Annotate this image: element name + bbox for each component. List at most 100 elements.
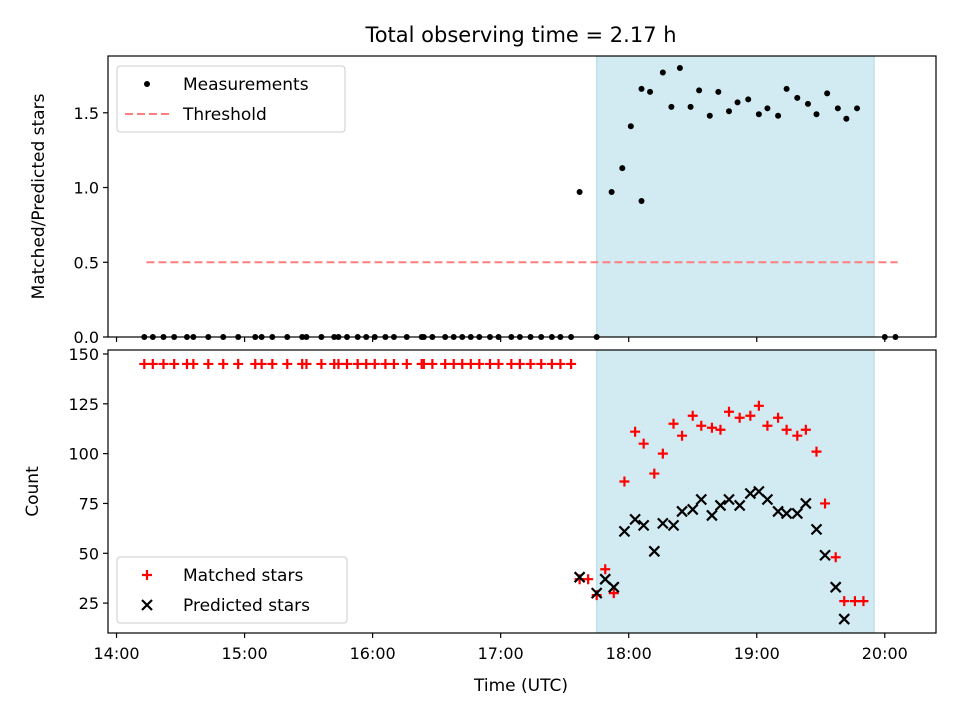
matched-star-point xyxy=(649,468,660,479)
measurement-point xyxy=(813,111,820,118)
measurement-point xyxy=(608,189,615,196)
observing-window-shade xyxy=(596,55,875,338)
matched-star-point xyxy=(706,422,717,433)
measurement-point xyxy=(834,105,841,112)
legend-x-icon xyxy=(141,599,153,611)
matched-star-point xyxy=(342,358,353,369)
matched-star-point xyxy=(316,358,327,369)
predicted-star-point xyxy=(819,549,831,562)
matched-star-point xyxy=(608,588,619,599)
matched-star-point xyxy=(218,358,229,369)
predicted-star-point xyxy=(810,523,823,536)
matched-star-point xyxy=(380,358,391,369)
measurement-point xyxy=(715,88,722,95)
bottom-panel: 25 50 75 100 125 150 14:00 15:00 16:00 17:00 18:00… xyxy=(23,345,937,663)
matched-star-point xyxy=(465,358,476,369)
predicted-star-point xyxy=(723,493,735,506)
matched-star-point xyxy=(619,476,630,487)
legend-label: Measurements xyxy=(183,75,309,95)
legend-box xyxy=(116,556,348,624)
measurement-point xyxy=(745,96,752,103)
matched-star-point xyxy=(301,358,312,369)
top-panel: 0.0 0.5 1.0 1.5 Matched/Predicted stars Measu… xyxy=(29,55,937,347)
matched-star-point xyxy=(583,574,594,585)
measurement-point xyxy=(696,87,703,94)
matched-star-point xyxy=(657,448,668,459)
matched-star-point xyxy=(418,358,429,369)
x-tick-label: 15:00 xyxy=(222,644,268,663)
matched-star-point xyxy=(858,596,869,607)
matched-star-point xyxy=(427,358,438,369)
y-tick-label: 0.0 xyxy=(74,328,99,347)
x-tick-label: 16:00 xyxy=(350,644,396,663)
plot-frame xyxy=(107,55,937,338)
predicted-star-point xyxy=(657,517,669,530)
matched-star-point xyxy=(369,358,380,369)
matched-star-point xyxy=(256,358,267,369)
predicted-star-point xyxy=(573,571,586,583)
y-tick-label: 75 xyxy=(79,494,99,513)
matched-star-point xyxy=(188,358,199,369)
matched-star-point xyxy=(745,410,756,421)
measurement-point xyxy=(576,189,583,196)
measurement-point xyxy=(854,105,861,112)
measurement-point xyxy=(726,108,732,115)
matched-star-point xyxy=(267,358,278,369)
measurement-point xyxy=(843,115,850,122)
x-tick-label: 20:00 xyxy=(862,644,908,663)
matched-star-point xyxy=(781,424,792,435)
legend: Matched stars Predicted stars xyxy=(116,556,348,624)
matched-star-point xyxy=(600,564,611,575)
measurement-point xyxy=(783,85,790,92)
plot-frame xyxy=(107,349,937,634)
measurement-point xyxy=(775,112,782,119)
matched-star-point xyxy=(361,358,372,369)
matched-star-point xyxy=(333,358,344,369)
predicted-star-point xyxy=(838,613,851,625)
matched-star-point xyxy=(139,358,150,369)
matched-star-point xyxy=(773,412,784,423)
y-tick-label: 1.0 xyxy=(74,179,99,198)
matched-star-point xyxy=(687,410,698,421)
measurement-point xyxy=(804,100,811,107)
x-tick-label: 17:00 xyxy=(478,644,524,663)
x-tick-label: 14:00 xyxy=(93,644,139,663)
matched-star-point xyxy=(440,358,451,369)
predicted-star-point xyxy=(686,503,699,516)
y-tick-label: 125 xyxy=(68,395,99,414)
measurement-point xyxy=(764,105,771,112)
predicted-star-point xyxy=(637,519,650,532)
matched-star-point xyxy=(677,430,688,441)
predicted-star-point xyxy=(714,499,727,512)
predicted-star-point xyxy=(706,509,718,522)
predicted-star-point xyxy=(791,507,804,520)
matched-star-point xyxy=(546,358,557,369)
x-tick-label: 18:00 xyxy=(606,644,652,663)
predicted-star-point xyxy=(744,487,757,500)
matched-star-point xyxy=(203,358,214,369)
matched-star-point xyxy=(820,498,831,509)
matched-star-point xyxy=(839,596,850,607)
measurement-point xyxy=(638,85,645,92)
predicted-star-point xyxy=(780,507,793,520)
predicted-star-point xyxy=(590,587,603,599)
y-axis-label: Count xyxy=(23,466,43,517)
measurement-point xyxy=(755,111,762,118)
predicted-star-point xyxy=(829,581,842,593)
matched-star-point xyxy=(474,358,485,369)
matched-star-point xyxy=(753,400,764,411)
measurement-point xyxy=(734,99,741,106)
predicted-star-point xyxy=(607,581,620,593)
legend-label: Threshold xyxy=(182,105,267,125)
measurement-point xyxy=(687,103,694,110)
matched-star-point xyxy=(282,358,293,369)
x-tick-label: 19:00 xyxy=(734,644,780,663)
legend-plus-icon xyxy=(142,570,152,580)
y-axis-label: Matched/Predicted stars xyxy=(29,93,49,299)
matched-star-point xyxy=(800,424,811,435)
matched-star-point xyxy=(493,358,504,369)
predicted-star-point xyxy=(648,545,661,558)
measurement-point xyxy=(794,94,801,101)
matched-star-point xyxy=(169,358,180,369)
